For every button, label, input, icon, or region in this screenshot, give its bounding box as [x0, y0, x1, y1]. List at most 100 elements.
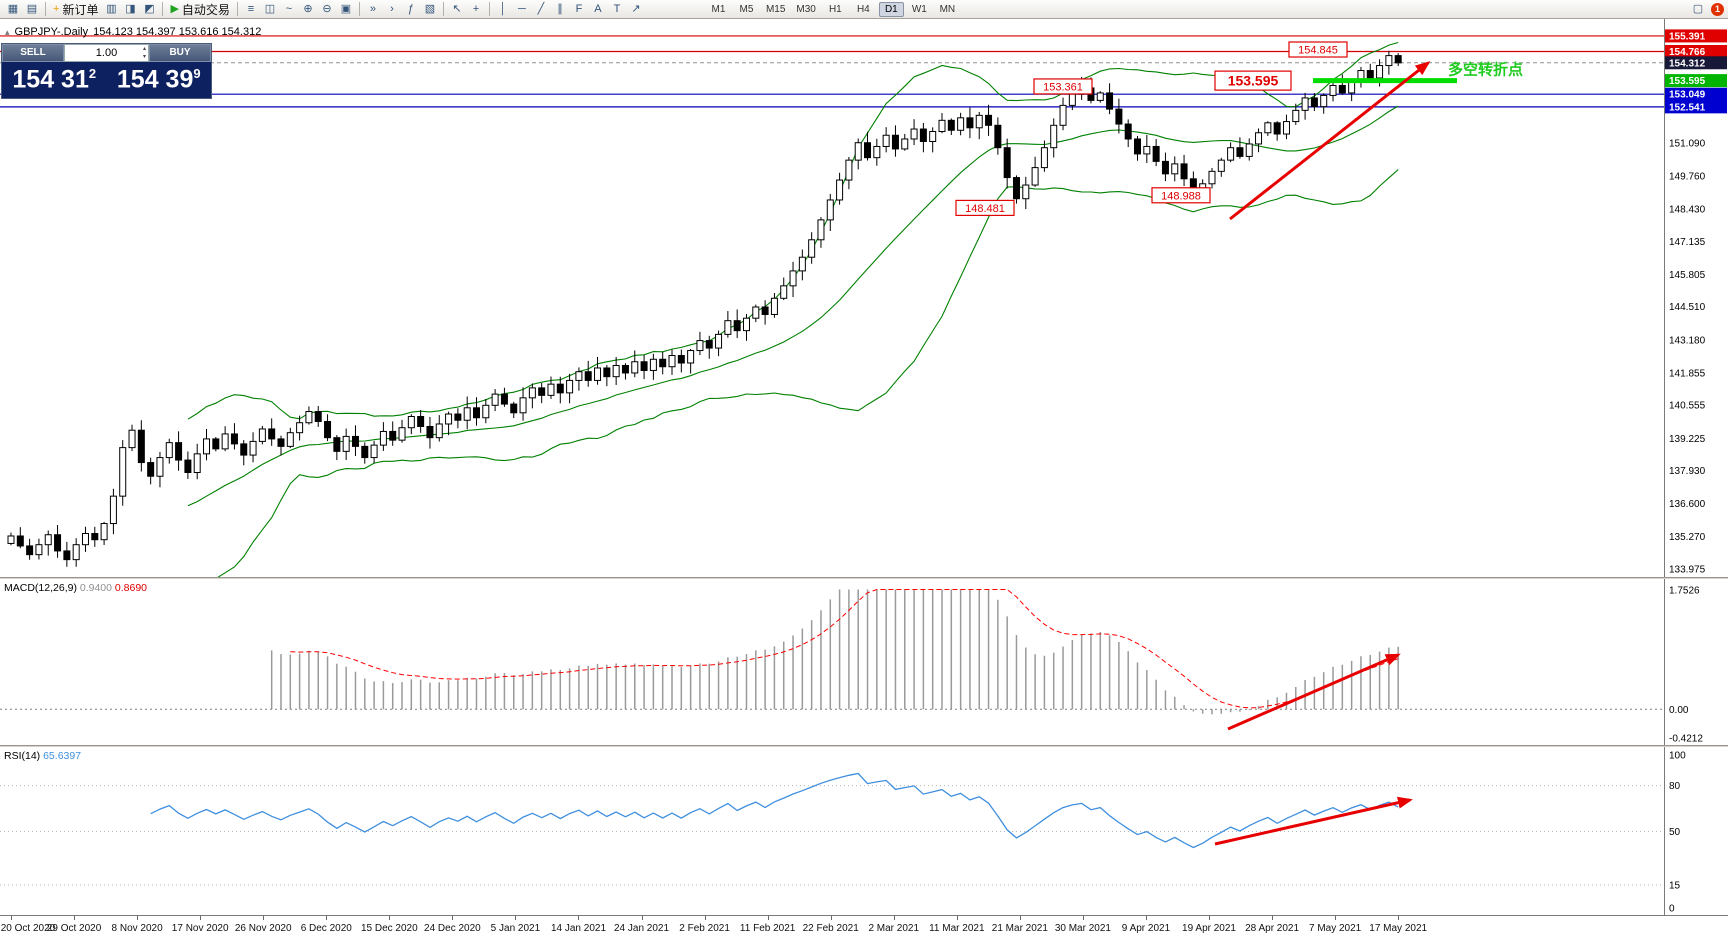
auto-scroll-button[interactable]: » [364, 1, 382, 18]
time-label: 14 Jan 2021 [550, 923, 607, 934]
sell-button[interactable]: SELL [2, 44, 64, 62]
volume-spinner-icon[interactable]: ▴ ▾ [142, 46, 146, 60]
tile-windows-button[interactable]: ▣ [337, 1, 355, 18]
arrows-tool-button[interactable]: ↗ [627, 1, 645, 18]
price-chart[interactable]: 154.845 153.595 153.361 148.988 148.481 多空转折点… [0, 19, 1728, 577]
svg-text:141.855: 141.855 [1669, 368, 1706, 379]
trend-arrow[interactable] [1229, 61, 1431, 221]
time-tick [578, 916, 580, 920]
svg-text:50: 50 [1669, 827, 1681, 838]
macd-histogram [270, 589, 1399, 715]
text-button[interactable]: A [589, 1, 607, 18]
svg-text:135.270: 135.270 [1669, 532, 1706, 543]
candle-chart-mode-button[interactable]: ◫ [261, 1, 279, 18]
rsi-panel[interactable]: 100 80 50 15 0 RSI(14) 65.6397 [0, 747, 1728, 915]
timeframe-h4-button[interactable]: H4 [856, 3, 870, 15]
new-chart-button[interactable]: ▦ [4, 1, 22, 18]
notification-badge[interactable]: 1 [1711, 2, 1724, 16]
turning-point-annotation[interactable]: 多空转折点 [1448, 60, 1523, 78]
svg-text:145.805: 145.805 [1669, 270, 1706, 281]
navigator-button[interactable]: ◩ [140, 1, 158, 18]
chart-shift-icon: › [390, 2, 394, 15]
toolbar-separator [45, 2, 46, 16]
bar-chart-mode-button[interactable]: ≡ [242, 1, 260, 18]
zoom-in-button[interactable]: ⊕ [299, 1, 317, 18]
svg-text:148.430: 148.430 [1669, 205, 1706, 216]
panel-separator[interactable] [0, 745, 1728, 747]
svg-text:153.595: 153.595 [1228, 73, 1279, 89]
fibonacci-button[interactable]: F [570, 1, 588, 18]
svg-text:154.312: 154.312 [1669, 58, 1706, 69]
timeframe-m5-button[interactable]: M5 [739, 3, 754, 15]
zoom-out-button[interactable]: ⊖ [318, 1, 336, 18]
horizontal-line-button[interactable]: ─ [513, 1, 531, 18]
time-tick [1335, 916, 1337, 920]
price-callouts[interactable]: 154.845 153.595 153.361 148.988 148.481 [955, 41, 1348, 217]
channel-icon: ∥ [557, 2, 563, 15]
svg-text:0.00: 0.00 [1669, 705, 1689, 716]
svg-text:143.180: 143.180 [1669, 335, 1706, 346]
time-label: 20 Oct 2020 [0, 923, 56, 934]
new-order-button[interactable]: + 新订单 [50, 1, 101, 18]
bar-chart-mode-icon: ≡ [247, 2, 255, 15]
volume-value: 1.00 [95, 47, 118, 59]
vertical-line-button[interactable]: │ [494, 1, 512, 18]
time-tick [704, 916, 706, 920]
indicators-button[interactable]: ƒ [402, 1, 420, 18]
cursor-button[interactable]: ↖ [448, 1, 466, 18]
macd-trend-arrow[interactable] [1227, 653, 1401, 731]
time-label: 22 Feb 2021 [802, 923, 859, 934]
chart-symbol-period: GBPJPY-.Daily [14, 26, 89, 38]
volume-input[interactable]: 1.00 ▴ ▾ [64, 44, 149, 62]
channel-button[interactable]: ∥ [551, 1, 569, 18]
data-window-icon: ◨ [125, 2, 136, 15]
autotrade-label: 自动交易 [181, 2, 230, 17]
svg-text:147.135: 147.135 [1669, 237, 1706, 248]
rsi-axis: 100 80 50 15 0 [1664, 747, 1686, 915]
time-tick [326, 916, 328, 920]
crosshair-button[interactable]: + [467, 1, 485, 18]
time-label: 9 Apr 2021 [1121, 923, 1171, 934]
panel-separator[interactable] [0, 577, 1728, 579]
rsi-levels [0, 785, 1664, 886]
chart-shift-button[interactable]: › [383, 1, 401, 18]
auto-scroll-icon: » [369, 2, 376, 15]
time-label: 7 May 2021 [1308, 923, 1362, 934]
timeframe-m30-button[interactable]: M30 [796, 3, 816, 15]
support-zone-line[interactable] [1313, 78, 1457, 84]
buy-button[interactable]: BUY [149, 44, 211, 62]
autotrade-button[interactable]: ▶ 自动交易 [167, 1, 232, 18]
templates-button[interactable]: ▧ [421, 1, 439, 18]
price-level-lines[interactable] [0, 35, 1664, 108]
market-watch-button[interactable]: ▥ [102, 1, 120, 18]
trendline-button[interactable]: ╱ [532, 1, 550, 18]
crosshair-icon: + [472, 2, 480, 15]
time-tick [1272, 916, 1274, 920]
svg-text:-0.4212: -0.4212 [1669, 733, 1703, 744]
rsi-trend-arrow[interactable] [1214, 796, 1413, 846]
timeframe-w1-button[interactable]: W1 [911, 3, 927, 15]
time-tick [515, 916, 517, 920]
timeframe-d1-button[interactable]: D1 [878, 1, 904, 17]
time-label: 26 Nov 2020 [234, 923, 292, 934]
one-click-trading-panel: SELL 1.00 ▴ ▾ BUY 154 312 154 399 [1, 43, 212, 99]
zoom-out-icon: ⊖ [322, 2, 332, 15]
timeframe-m1-button[interactable]: M1 [711, 3, 726, 15]
bid-price: 154 312 [12, 65, 97, 94]
line-chart-mode-button[interactable]: ~ [280, 1, 298, 18]
chart-title: ▴ GBPJPY-.Daily 154.123 154.397 153.616 … [5, 26, 261, 38]
time-tick [452, 916, 454, 920]
time-tick [1082, 916, 1084, 920]
chart-profiles-icon: ▤ [26, 2, 38, 15]
chart-profiles-button[interactable]: ▤ [23, 1, 41, 18]
chart-windows-button[interactable]: ▢ [1689, 1, 1707, 18]
new-order-label: 新订单 [62, 2, 99, 17]
macd-panel[interactable]: 1.7526 0.00 -0.4212 MACD(12,26,9) 0.9400 0.… [0, 579, 1728, 745]
timeframe-mn-button[interactable]: MN [939, 3, 956, 15]
timeframe-m15-button[interactable]: M15 [765, 3, 786, 15]
macd-axis: 1.7526 0.00 -0.4212 [1664, 579, 1703, 745]
timeframe-h1-button[interactable]: H1 [828, 3, 842, 15]
label-button[interactable]: T [608, 1, 626, 18]
data-window-button[interactable]: ◨ [121, 1, 139, 18]
time-tick [137, 916, 139, 920]
